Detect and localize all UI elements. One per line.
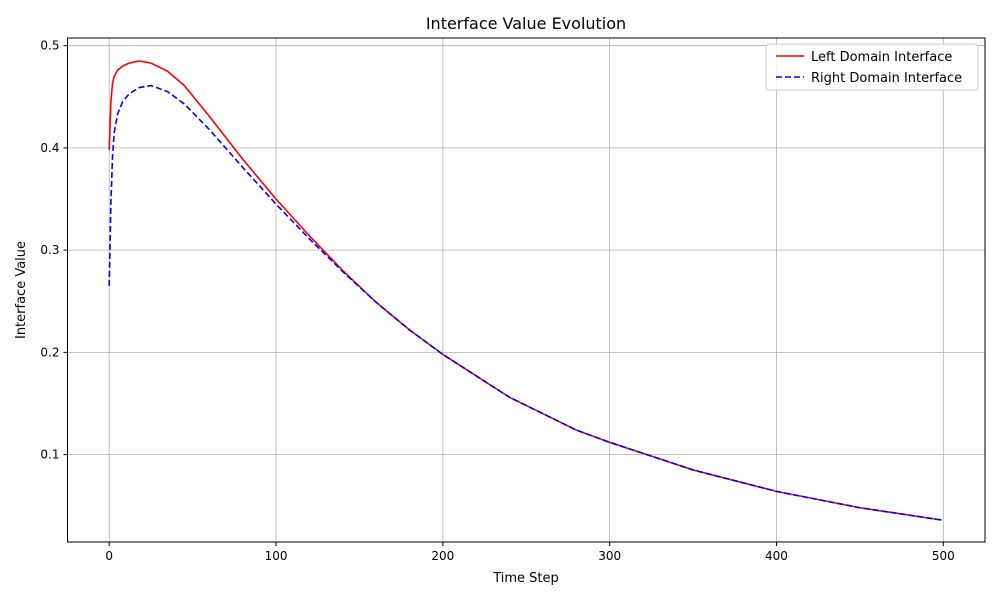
y-tick-label: 0.5	[40, 39, 59, 53]
y-tick-label: 0.3	[40, 243, 59, 257]
x-tick-label: 100	[265, 549, 288, 563]
legend-box	[765, 43, 979, 91]
y-axis-label: Interface Value	[14, 241, 29, 339]
grid	[67, 38, 985, 542]
legend: Left Domain Interface Right Domain Inter…	[765, 43, 979, 91]
y-tick-label: 0.4	[40, 141, 59, 155]
x-tick-label: 200	[431, 549, 454, 563]
y-axis: 0.1 0.2 0.3 0.4 0.5	[40, 39, 68, 462]
legend-label-right: Right Domain Interface	[811, 71, 962, 86]
x-tick-label: 500	[932, 549, 955, 563]
plot-frame	[67, 37, 986, 543]
x-tick-label: 0	[105, 549, 113, 563]
series-layer	[108, 60, 942, 521]
x-axis-label: Time Step	[492, 571, 559, 586]
x-axis: 0 100 200 300 400 500	[105, 542, 955, 563]
series-line-right-domain	[108, 84, 942, 521]
series-line-left-domain	[108, 60, 942, 521]
y-tick-label: 0.1	[40, 448, 59, 462]
legend-label-left: Left Domain Interface	[811, 50, 952, 65]
y-tick-label: 0.2	[40, 345, 59, 359]
x-tick-label: 400	[765, 549, 788, 563]
chart-title: Interface Value Evolution	[426, 14, 626, 33]
x-tick-label: 300	[598, 549, 621, 563]
